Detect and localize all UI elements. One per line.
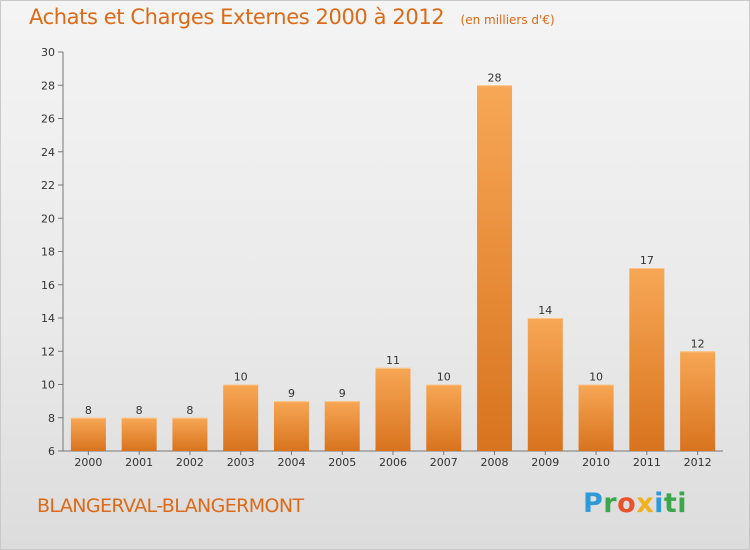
data-label-2012: 12 [691,337,705,350]
y-tick-label: 16 [41,279,55,292]
x-tick-label: 2005 [328,456,356,469]
chart-title: Achats et Charges Externes 2000 à 2012 (… [29,5,555,29]
x-tick-label: 2002 [176,456,204,469]
y-tick-label: 14 [41,312,55,325]
x-tick-label: 2001 [125,456,153,469]
y-tick-label: 28 [41,79,55,92]
axes: 6 8 10 12 14 16 18 20 22 24 26 28 30 2000 2001 2002 2003… [41,46,723,469]
bar-2006 [375,367,411,451]
data-label-2009: 14 [538,304,552,317]
bar-2011 [629,268,665,451]
x-tick-label: 2003 [227,456,255,469]
y-tick-label: 30 [41,46,55,59]
data-label-2000: 8 [85,404,92,417]
y-tick-label: 8 [48,412,55,425]
bars [70,85,716,451]
x-tick-label: 2000 [74,456,102,469]
x-tick-label: 2004 [277,456,305,469]
data-label-2002: 8 [186,404,193,417]
x-tick-label: 2009 [531,456,559,469]
y-tick-label: 6 [48,445,55,458]
data-label-2003: 10 [234,371,248,384]
chart-title-text: Achats et Charges Externes 2000 à 2012 [29,5,445,29]
y-tick-label: 10 [41,379,55,392]
data-label-2007: 10 [437,371,451,384]
bar-2007 [426,384,462,451]
x-tick-label: 2006 [379,456,407,469]
bar-2002 [172,417,208,451]
data-label-2004: 9 [288,387,295,400]
bar-2012 [680,351,716,451]
data-label-2001: 8 [136,404,143,417]
bar-2000 [70,417,106,451]
data-labels: 8 8 8 10 9 9 11 10 28 14 10 17 12 [85,71,705,417]
commune-name: BLANGERVAL-BLANGERMONT [37,495,304,517]
x-tick-label: 2008 [481,456,509,469]
x-tick-label: 2010 [582,456,610,469]
data-label-2008: 28 [488,71,502,84]
bar-2009 [527,318,563,451]
x-tick-label: 2012 [684,456,712,469]
y-tick-label: 22 [41,179,55,192]
data-label-2005: 9 [339,387,346,400]
bar-2005 [324,401,360,451]
bar-2001 [121,417,157,451]
bar-2004 [273,401,309,451]
bar-2008 [477,85,513,451]
proxiti-logo[interactable]: Proxiti [583,488,688,519]
y-tick-label: 24 [41,146,55,159]
y-tick-label: 18 [41,246,55,259]
bar-2003 [223,384,259,451]
x-tick-label: 2007 [430,456,458,469]
data-label-2006: 11 [386,354,400,367]
y-tick-label: 26 [41,113,55,126]
x-tick-label: 2011 [633,456,661,469]
data-label-2011: 17 [640,254,654,267]
chart-unit: (en milliers d'€) [460,13,555,27]
bar-2010 [578,384,614,451]
y-tick-label: 20 [41,212,55,225]
data-label-2010: 10 [589,371,603,384]
y-tick-label: 12 [41,345,55,358]
